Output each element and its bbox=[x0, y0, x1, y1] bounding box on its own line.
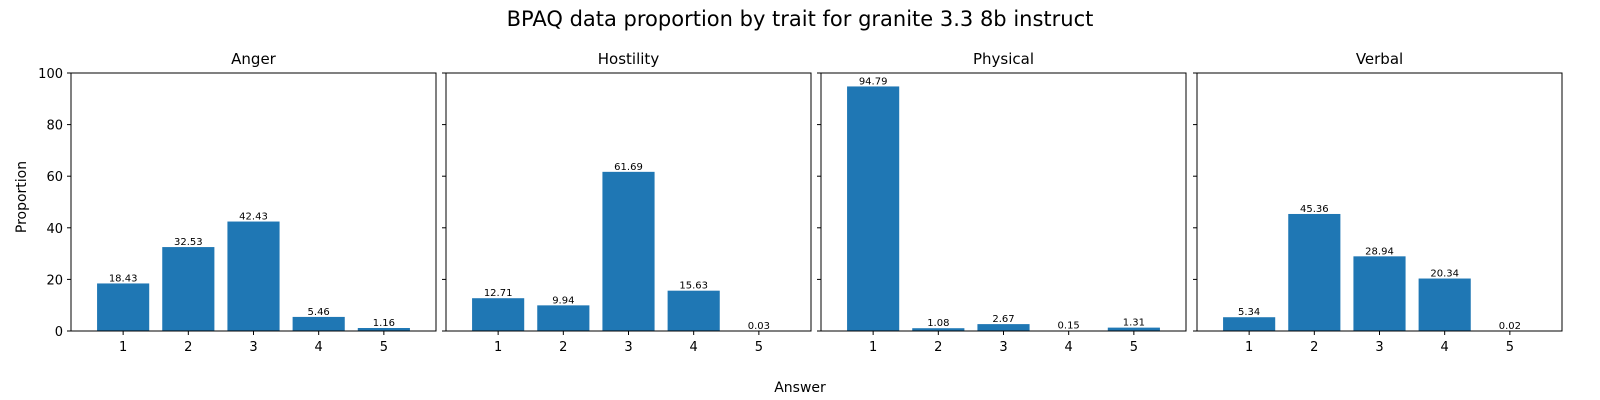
panel-title: Hostility bbox=[598, 50, 660, 68]
bar bbox=[472, 298, 525, 331]
figure-title: BPAQ data proportion by trait for granit… bbox=[507, 7, 1094, 31]
bar bbox=[1418, 278, 1471, 331]
x-tick-label: 3 bbox=[999, 340, 1007, 355]
bar bbox=[912, 328, 965, 331]
y-tick-label: 40 bbox=[46, 222, 63, 237]
bar-value-label: 0.15 bbox=[1058, 321, 1080, 332]
plot-frame bbox=[70, 72, 437, 332]
bar-value-label: 94.79 bbox=[859, 76, 888, 87]
chart-panel-2: Hostility 12.71 1 9.94 2 61.69 3 15.63 4 0.03 5 bbox=[442, 50, 812, 355]
x-tick-label: 2 bbox=[934, 340, 942, 355]
bar bbox=[537, 305, 590, 331]
x-tick-label: 1 bbox=[1245, 340, 1253, 355]
bar bbox=[1107, 327, 1160, 331]
bar-value-label: 2.67 bbox=[992, 314, 1014, 325]
y-tick-label: 60 bbox=[46, 170, 63, 185]
bar-value-label: 5.34 bbox=[1238, 307, 1260, 318]
x-tick-label: 4 bbox=[1441, 340, 1449, 355]
bar-value-label: 1.16 bbox=[373, 318, 395, 329]
plot-frame bbox=[820, 72, 1187, 332]
x-tick-label: 1 bbox=[494, 340, 502, 355]
x-tick-label: 1 bbox=[119, 340, 127, 355]
x-axis-label: Answer bbox=[774, 380, 826, 396]
bar bbox=[977, 324, 1030, 331]
bar bbox=[602, 171, 655, 331]
bar bbox=[227, 221, 280, 331]
bar-value-label: 28.94 bbox=[1365, 246, 1394, 257]
x-tick-label: 4 bbox=[690, 340, 698, 355]
bar-value-label: 20.34 bbox=[1430, 269, 1459, 280]
bar-value-label: 61.69 bbox=[614, 162, 643, 173]
x-tick-label: 2 bbox=[1310, 340, 1318, 355]
x-tick-label: 3 bbox=[249, 340, 257, 355]
bar bbox=[162, 247, 215, 331]
y-tick-label: 100 bbox=[38, 67, 63, 82]
bar bbox=[357, 328, 410, 331]
bar-value-label: 42.43 bbox=[239, 212, 268, 223]
bar-value-label: 12.71 bbox=[484, 288, 513, 299]
bar-value-label: 45.36 bbox=[1300, 204, 1329, 215]
bar bbox=[1353, 256, 1406, 331]
bar bbox=[847, 86, 900, 331]
y-tick-label: 80 bbox=[46, 119, 63, 134]
panel-title: Physical bbox=[973, 50, 1034, 68]
x-tick-label: 4 bbox=[315, 340, 323, 355]
bar bbox=[667, 290, 720, 331]
plot-frame bbox=[445, 72, 812, 332]
y-axis-label: Proportion bbox=[14, 161, 30, 233]
x-tick-label: 4 bbox=[1065, 340, 1073, 355]
y-tick-label: 0 bbox=[55, 325, 63, 340]
bar-value-label: 0.02 bbox=[1499, 321, 1521, 332]
x-tick-label: 2 bbox=[184, 340, 192, 355]
chart-panel-1: Anger 18.43 1 32.53 2 42.43 3 5.46 4 1.16 5 0 20 40 60… bbox=[38, 50, 437, 355]
bar-value-label: 15.63 bbox=[679, 281, 708, 292]
x-tick-label: 3 bbox=[1375, 340, 1383, 355]
bar bbox=[1223, 317, 1276, 331]
bar-value-label: 9.94 bbox=[552, 295, 574, 306]
chart-panels: Anger 18.43 1 32.53 2 42.43 3 5.46 4 1.16 5 0 20 40 60… bbox=[38, 50, 1563, 355]
plot-frame bbox=[1196, 72, 1563, 332]
bar-value-label: 5.46 bbox=[308, 307, 330, 318]
bar-value-label: 32.53 bbox=[174, 237, 203, 248]
y-tick-label: 20 bbox=[46, 273, 63, 288]
panel-title: Anger bbox=[231, 50, 277, 68]
bar-value-label: 1.08 bbox=[927, 318, 949, 329]
bar-value-label: 18.43 bbox=[109, 273, 138, 284]
panel-title: Verbal bbox=[1356, 50, 1403, 68]
x-tick-label: 1 bbox=[869, 340, 877, 355]
bar-value-label: 0.03 bbox=[748, 321, 770, 332]
x-tick-label: 2 bbox=[559, 340, 567, 355]
bar bbox=[292, 316, 345, 331]
x-tick-label: 3 bbox=[624, 340, 632, 355]
chart-panel-4: Verbal 5.34 1 45.36 2 28.94 3 20.34 4 0.02 5 bbox=[1193, 50, 1563, 355]
bar bbox=[97, 283, 150, 331]
chart-panel-3: Physical 94.79 1 1.08 2 2.67 3 0.15 4 1.31 5 bbox=[817, 50, 1187, 355]
bar bbox=[1288, 213, 1341, 331]
x-tick-label: 5 bbox=[380, 340, 388, 355]
x-tick-label: 5 bbox=[1130, 340, 1138, 355]
bar-value-label: 1.31 bbox=[1123, 318, 1145, 329]
x-tick-label: 5 bbox=[1506, 340, 1514, 355]
x-tick-label: 5 bbox=[755, 340, 763, 355]
